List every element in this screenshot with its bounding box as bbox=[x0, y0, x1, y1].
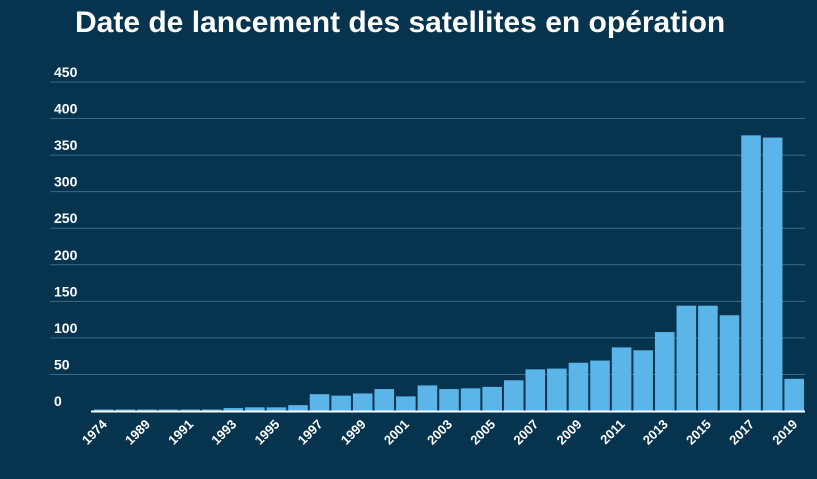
bar-2014 bbox=[676, 305, 697, 411]
bar-2015 bbox=[698, 305, 718, 411]
bar-1991 bbox=[180, 409, 200, 411]
x-tick-label: 2013 bbox=[640, 417, 671, 448]
grid-lines bbox=[50, 81, 805, 375]
bar-2006 bbox=[503, 380, 524, 411]
y-tick-label: 250 bbox=[54, 210, 78, 226]
chart-title: Date de lancement des satellites en opér… bbox=[75, 6, 725, 39]
x-tick-label: 1999 bbox=[338, 417, 369, 448]
x-tick-label: 2019 bbox=[769, 417, 800, 448]
bar-1990 bbox=[158, 409, 179, 411]
bar-2005 bbox=[482, 386, 502, 411]
y-tick-label: 450 bbox=[54, 64, 78, 80]
x-tick-label: 1995 bbox=[251, 417, 282, 448]
bar-2001 bbox=[396, 396, 416, 411]
bar-2012 bbox=[633, 350, 653, 411]
bar-1998 bbox=[331, 395, 351, 411]
x-tick-label: 2007 bbox=[510, 417, 541, 448]
y-tick-label: 200 bbox=[54, 247, 78, 263]
bar-2019 bbox=[784, 378, 804, 411]
y-tick-label: 350 bbox=[54, 137, 78, 153]
bar-1974 bbox=[94, 409, 114, 411]
y-tick-label: 100 bbox=[54, 320, 78, 336]
y-tick-label: 150 bbox=[54, 283, 78, 299]
bar-1992 bbox=[201, 409, 222, 411]
bar-2013 bbox=[654, 332, 675, 411]
bar-2016 bbox=[719, 315, 740, 411]
bar-2003 bbox=[439, 389, 459, 411]
bar-1999 bbox=[352, 393, 373, 411]
bar-2002 bbox=[417, 385, 438, 411]
x-tick-label: 2005 bbox=[467, 417, 498, 448]
x-tick-label: 2011 bbox=[597, 417, 628, 448]
x-tick-label: 1991 bbox=[165, 417, 196, 448]
y-tick-label: 300 bbox=[54, 174, 78, 190]
bar-2017 bbox=[741, 135, 761, 412]
y-axis-ticks: 0 50 100 150 200 250 300 350 400 450 bbox=[54, 64, 78, 409]
bar-1996 bbox=[288, 405, 308, 411]
bar-1988 bbox=[115, 409, 136, 411]
y-tick-label: 0 bbox=[54, 393, 62, 409]
x-axis-ticks: 1974 1989 1991 1993 1995 1997 1999 2001 2003 2005… bbox=[79, 416, 800, 448]
bar-1997 bbox=[309, 394, 330, 411]
bar-1993 bbox=[223, 408, 244, 411]
bar-2004 bbox=[460, 388, 481, 411]
y-tick-label: 400 bbox=[54, 101, 78, 117]
bar-2009 bbox=[568, 362, 589, 411]
bar-2010 bbox=[590, 360, 610, 411]
x-tick-label: 2015 bbox=[683, 417, 714, 448]
bar-1989 bbox=[137, 409, 157, 411]
x-tick-label: 1997 bbox=[295, 417, 326, 448]
bars bbox=[94, 135, 804, 412]
x-tick-label: 2001 bbox=[381, 417, 412, 448]
y-tick-label: 50 bbox=[54, 356, 70, 372]
bar-2007 bbox=[525, 369, 546, 411]
bar-1995 bbox=[266, 407, 287, 411]
bar-2008 bbox=[547, 368, 567, 411]
bar-2018 bbox=[762, 137, 783, 411]
x-tick-label: 1974 bbox=[79, 416, 111, 448]
x-tick-label: 2003 bbox=[424, 417, 455, 448]
x-tick-label: 2009 bbox=[554, 417, 585, 448]
bar-1994 bbox=[245, 407, 265, 411]
x-tick-label: 1989 bbox=[122, 417, 153, 448]
x-tick-label: 2017 bbox=[726, 417, 757, 448]
x-tick-label: 1993 bbox=[208, 417, 239, 448]
bar-2000 bbox=[374, 389, 395, 411]
bar-2011 bbox=[611, 347, 632, 411]
